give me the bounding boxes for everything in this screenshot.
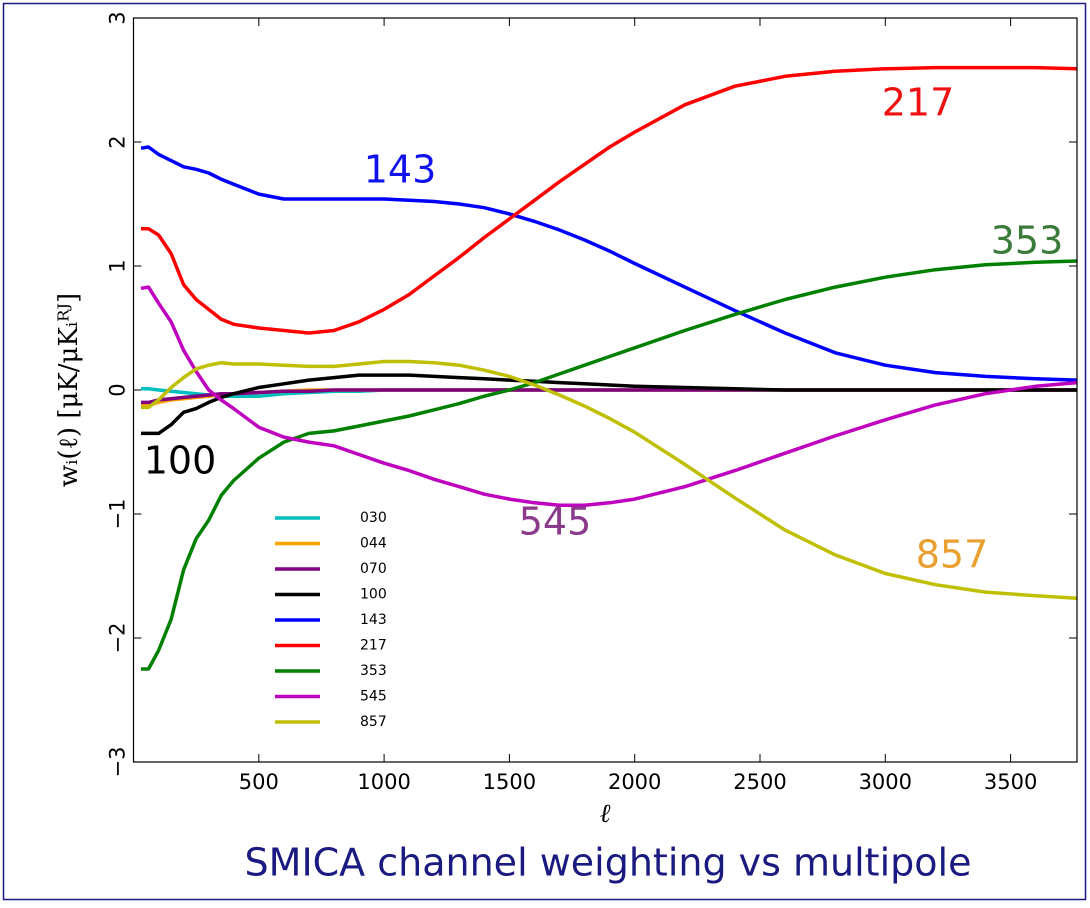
y-axis-label: wᵢ(ℓ) [μK/μKᵢᴿᴶ] [54, 293, 84, 487]
y-tick-label: −1 [106, 499, 130, 530]
series-line [141, 359, 1078, 601]
annotation: 353 [991, 219, 1064, 263]
chart-title: SMICA channel weighting vs multipole [245, 841, 972, 885]
annotation: 857 [916, 533, 989, 577]
y-tick-label: 0 [106, 383, 130, 396]
annotation: 545 [519, 500, 592, 544]
x-tick-label: 2500 [733, 770, 786, 794]
series-line [140, 285, 1078, 508]
y-tick-label: 1 [106, 259, 130, 272]
x-tick-label: 3500 [984, 770, 1037, 794]
y-tick-label: 2 [106, 135, 130, 148]
y-tick-label: −2 [106, 623, 130, 654]
legend-label: 143 [360, 612, 387, 628]
legend-label: 545 [360, 689, 387, 705]
series-line [141, 259, 1078, 671]
series-line [141, 373, 1077, 436]
x-tick-label: 500 [239, 770, 279, 794]
legend-label: 044 [360, 536, 387, 552]
annotation: 100 [144, 439, 217, 483]
annotation: 217 [882, 81, 955, 125]
series-line [141, 65, 1078, 335]
y-tick-label: −3 [106, 747, 130, 778]
legend-label: 857 [360, 714, 387, 730]
plot-frame [132, 17, 1078, 763]
legend-label: 353 [360, 663, 387, 679]
legend-label: 217 [360, 638, 387, 654]
legend-label: 070 [360, 561, 387, 577]
series-line [140, 145, 1078, 382]
series-line [141, 388, 1077, 405]
x-tick-label: 1000 [357, 770, 410, 794]
legend-label: 100 [360, 587, 387, 603]
x-tick-label: 1500 [483, 770, 536, 794]
x-tick-label: 3000 [859, 770, 912, 794]
y-tick-label: 3 [106, 11, 130, 24]
annotation: 143 [364, 148, 437, 192]
x-tick-label: 2000 [608, 770, 661, 794]
x-axis-label: ℓ [600, 799, 611, 829]
legend-label: 030 [360, 510, 387, 526]
